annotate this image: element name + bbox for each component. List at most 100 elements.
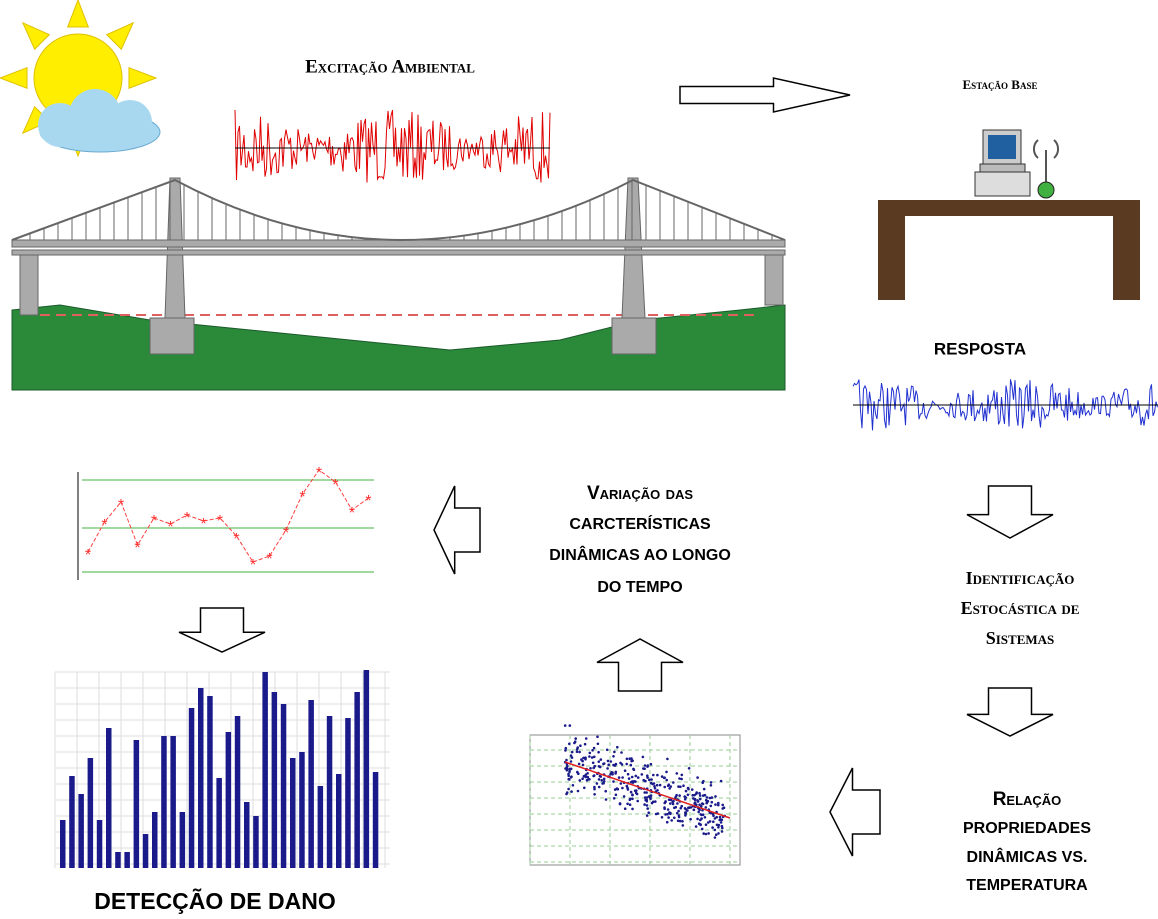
main-cable: [11, 178, 786, 241]
scatter-point: [681, 824, 685, 827]
scatter-point: [710, 796, 714, 799]
bridge: [11, 177, 786, 355]
scatter-point: [636, 799, 639, 803]
scatter-point: [593, 785, 596, 789]
scatter-point: [674, 805, 678, 809]
scatter-point: [719, 821, 723, 824]
sun-ray: [105, 21, 135, 51]
trend-point: *: [85, 547, 91, 564]
bar: [244, 802, 250, 868]
scatter-point: [631, 793, 634, 797]
trend-point: *: [233, 531, 239, 548]
bar: [253, 816, 259, 868]
scatter-point: [621, 786, 624, 790]
scatter-point: [613, 788, 617, 791]
scatter-point: [630, 775, 634, 779]
bar: [234, 716, 241, 868]
bar: [207, 696, 213, 868]
scatter-point: [653, 785, 656, 788]
fit-line: [564, 761, 731, 819]
bar: [152, 812, 158, 868]
scatter-point: [714, 803, 717, 806]
scatter-point: [580, 758, 583, 761]
scatter-point: [642, 767, 645, 770]
scatter-point: [601, 782, 604, 785]
scatter-point: [611, 773, 614, 776]
scatter-point: [680, 804, 683, 808]
scatter-point: [589, 767, 592, 770]
bar: [216, 778, 222, 868]
scatter-point: [680, 777, 683, 781]
scatter-point: [596, 742, 600, 746]
bar: [69, 776, 75, 868]
scatter-point: [568, 770, 571, 774]
scatter-point: [700, 827, 704, 831]
scatter-point: [671, 800, 674, 804]
bar: [115, 852, 121, 868]
scatter-point: [720, 830, 724, 833]
scatter-point: [666, 808, 670, 811]
bar: [106, 728, 112, 868]
scatter-point: [705, 796, 709, 799]
bar: [354, 692, 360, 868]
scatter-point: [660, 816, 664, 819]
trend-point: *: [101, 517, 107, 534]
excitation-title: Excitação Ambiental: [305, 56, 475, 77]
arrows: [178, 77, 1054, 857]
scatter-point: [696, 776, 699, 779]
scatter-point: [663, 806, 666, 809]
trend-point: *: [200, 516, 206, 533]
scatter-point: [575, 748, 579, 751]
scatter-point: [701, 781, 704, 784]
scatter-point: [578, 779, 582, 782]
scatter-point: [709, 781, 713, 784]
flow-arrow: [178, 607, 266, 653]
trend-point: *: [332, 477, 338, 494]
scatter-point: [563, 724, 567, 727]
scatter-point: [698, 791, 701, 795]
scatter-point: [578, 750, 581, 754]
scatter-point: [690, 788, 694, 791]
scatter-point: [626, 772, 630, 776]
scatter-point: [721, 803, 724, 807]
scatter-point: [591, 749, 594, 752]
scatter-point: [656, 773, 659, 777]
scatter-point: [628, 798, 632, 802]
scatter-point: [704, 823, 708, 826]
scatter-point: [568, 724, 572, 727]
scatter-point: [717, 832, 720, 835]
scatter-point: [622, 795, 626, 798]
scatter-point: [699, 818, 702, 822]
scatter-point: [646, 764, 650, 767]
scatter-point: [641, 755, 645, 759]
label-line: TEMPERATURA: [966, 877, 1088, 894]
bar: [161, 736, 167, 868]
bar: [299, 752, 305, 868]
scatter-point: [607, 763, 610, 767]
bar: [336, 774, 342, 868]
scatter-point: [634, 774, 638, 778]
relation-label: Relação PROPRIEDADES DINÂMICAS VS. TEMPE…: [963, 789, 1091, 894]
trend-line: [87, 469, 369, 563]
scatter-point: [619, 782, 623, 785]
scatter-point: [680, 773, 684, 777]
scatter-point: [606, 767, 609, 770]
scatter-point: [676, 819, 680, 823]
scatter-point: [693, 797, 697, 801]
scatter-point: [707, 832, 710, 835]
scatter-point: [709, 784, 713, 787]
label-line: PROPRIEDADES: [963, 820, 1091, 837]
scatter-point: [632, 768, 636, 771]
bar: [124, 852, 130, 868]
bar: [142, 834, 149, 868]
scatter-point: [591, 761, 595, 765]
scatter-point: [653, 787, 657, 790]
bar: [96, 820, 103, 868]
scatter-point: [652, 773, 655, 777]
scatter-point: [683, 807, 687, 810]
scatter-point: [597, 760, 601, 763]
scatter-point: [684, 796, 687, 799]
scatter-point: [704, 806, 708, 809]
scatter-point: [609, 773, 612, 776]
scatter-point: [675, 772, 679, 775]
